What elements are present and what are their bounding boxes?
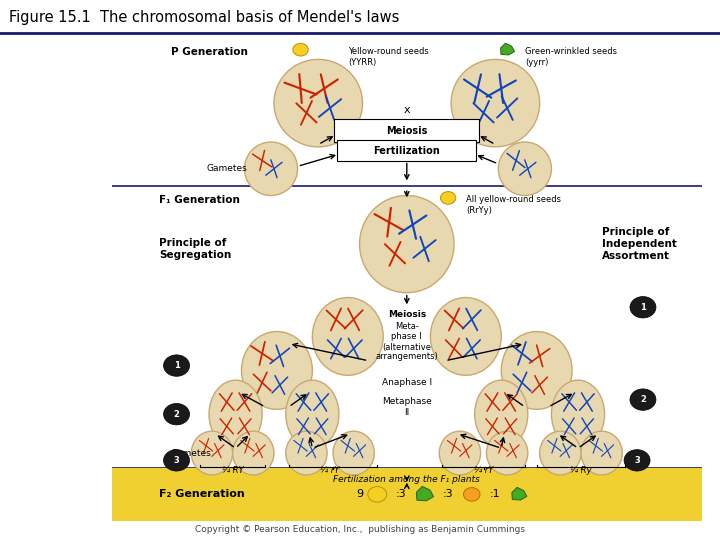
Text: Figure 15.1  The chromosomal basis of Mendel's laws: Figure 15.1 The chromosomal basis of Men…	[9, 10, 399, 25]
Text: 2: 2	[640, 395, 646, 404]
Ellipse shape	[498, 142, 552, 195]
Text: All yellow-round seeds
(RrYy): All yellow-round seeds (RrYy)	[466, 195, 561, 215]
Ellipse shape	[274, 59, 362, 147]
Text: Green-wrinkled seeds
(yyrr): Green-wrinkled seeds (yyrr)	[525, 47, 617, 66]
Text: ¼ RY: ¼ RY	[222, 465, 243, 475]
Text: Anaphase I: Anaphase I	[382, 378, 432, 387]
Text: Fertilization among the F₁ plants: Fertilization among the F₁ plants	[333, 475, 480, 484]
Text: F₂ Generation: F₂ Generation	[159, 489, 245, 500]
Circle shape	[163, 450, 189, 471]
Text: Gametes: Gametes	[207, 164, 248, 173]
Polygon shape	[416, 487, 433, 501]
Text: 1: 1	[640, 303, 646, 312]
Polygon shape	[500, 43, 515, 55]
Circle shape	[368, 487, 387, 502]
Ellipse shape	[359, 195, 454, 293]
Ellipse shape	[581, 431, 622, 475]
Ellipse shape	[474, 380, 528, 448]
Text: 1: 1	[174, 361, 179, 370]
Ellipse shape	[487, 431, 528, 475]
Text: phase I: phase I	[392, 332, 422, 341]
Text: (alternative: (alternative	[382, 342, 431, 352]
FancyBboxPatch shape	[337, 140, 477, 161]
Ellipse shape	[540, 431, 581, 475]
Circle shape	[630, 389, 656, 410]
Text: 3: 3	[174, 456, 179, 465]
Ellipse shape	[451, 59, 540, 147]
Ellipse shape	[286, 431, 327, 475]
Ellipse shape	[501, 332, 572, 409]
Text: 3: 3	[634, 456, 640, 465]
Text: ¼ rY: ¼ rY	[320, 465, 340, 475]
Text: :1: :1	[490, 489, 500, 500]
Text: F₁ Generation: F₁ Generation	[159, 195, 240, 205]
FancyBboxPatch shape	[112, 468, 702, 521]
Ellipse shape	[286, 380, 339, 448]
Circle shape	[624, 450, 650, 471]
Circle shape	[464, 488, 480, 501]
Text: arrangements): arrangements)	[375, 352, 438, 361]
Circle shape	[441, 192, 456, 204]
Circle shape	[163, 403, 189, 425]
Ellipse shape	[552, 380, 605, 448]
Text: :3: :3	[395, 489, 406, 500]
Text: Copyright © Pearson Education, Inc.,  publishing as Benjamin Cummings: Copyright © Pearson Education, Inc., pub…	[195, 525, 525, 534]
Text: P Generation: P Generation	[171, 47, 248, 57]
Ellipse shape	[192, 431, 233, 475]
Text: Meiosis: Meiosis	[387, 310, 426, 319]
Text: Yellow-round seeds
(YYRR): Yellow-round seeds (YYRR)	[348, 47, 428, 66]
Text: ¼ rY: ¼ rY	[474, 465, 493, 475]
Ellipse shape	[233, 431, 274, 475]
Ellipse shape	[439, 431, 481, 475]
Ellipse shape	[241, 332, 312, 409]
Text: Meta-: Meta-	[395, 322, 419, 331]
Ellipse shape	[333, 431, 374, 475]
Text: :3: :3	[443, 489, 454, 500]
FancyBboxPatch shape	[334, 119, 480, 142]
Circle shape	[630, 296, 656, 318]
Text: 9: 9	[356, 489, 363, 500]
Text: Metaphase
II: Metaphase II	[382, 397, 432, 416]
Ellipse shape	[245, 142, 297, 195]
Circle shape	[163, 355, 189, 376]
Circle shape	[293, 43, 308, 56]
Ellipse shape	[312, 298, 383, 375]
Text: 2: 2	[174, 410, 179, 418]
Ellipse shape	[431, 298, 501, 375]
Polygon shape	[512, 488, 527, 500]
Text: ¼ Ry: ¼ Ry	[570, 465, 592, 475]
Text: Principle of
Segregation: Principle of Segregation	[159, 238, 231, 260]
Text: x: x	[403, 105, 410, 116]
Ellipse shape	[209, 380, 262, 448]
Text: Gametes: Gametes	[171, 449, 212, 457]
Text: Principle of
Independent
Assortment: Principle of Independent Assortment	[602, 227, 677, 261]
Text: Fertilization: Fertilization	[374, 146, 440, 156]
Text: Meiosis: Meiosis	[386, 126, 428, 136]
